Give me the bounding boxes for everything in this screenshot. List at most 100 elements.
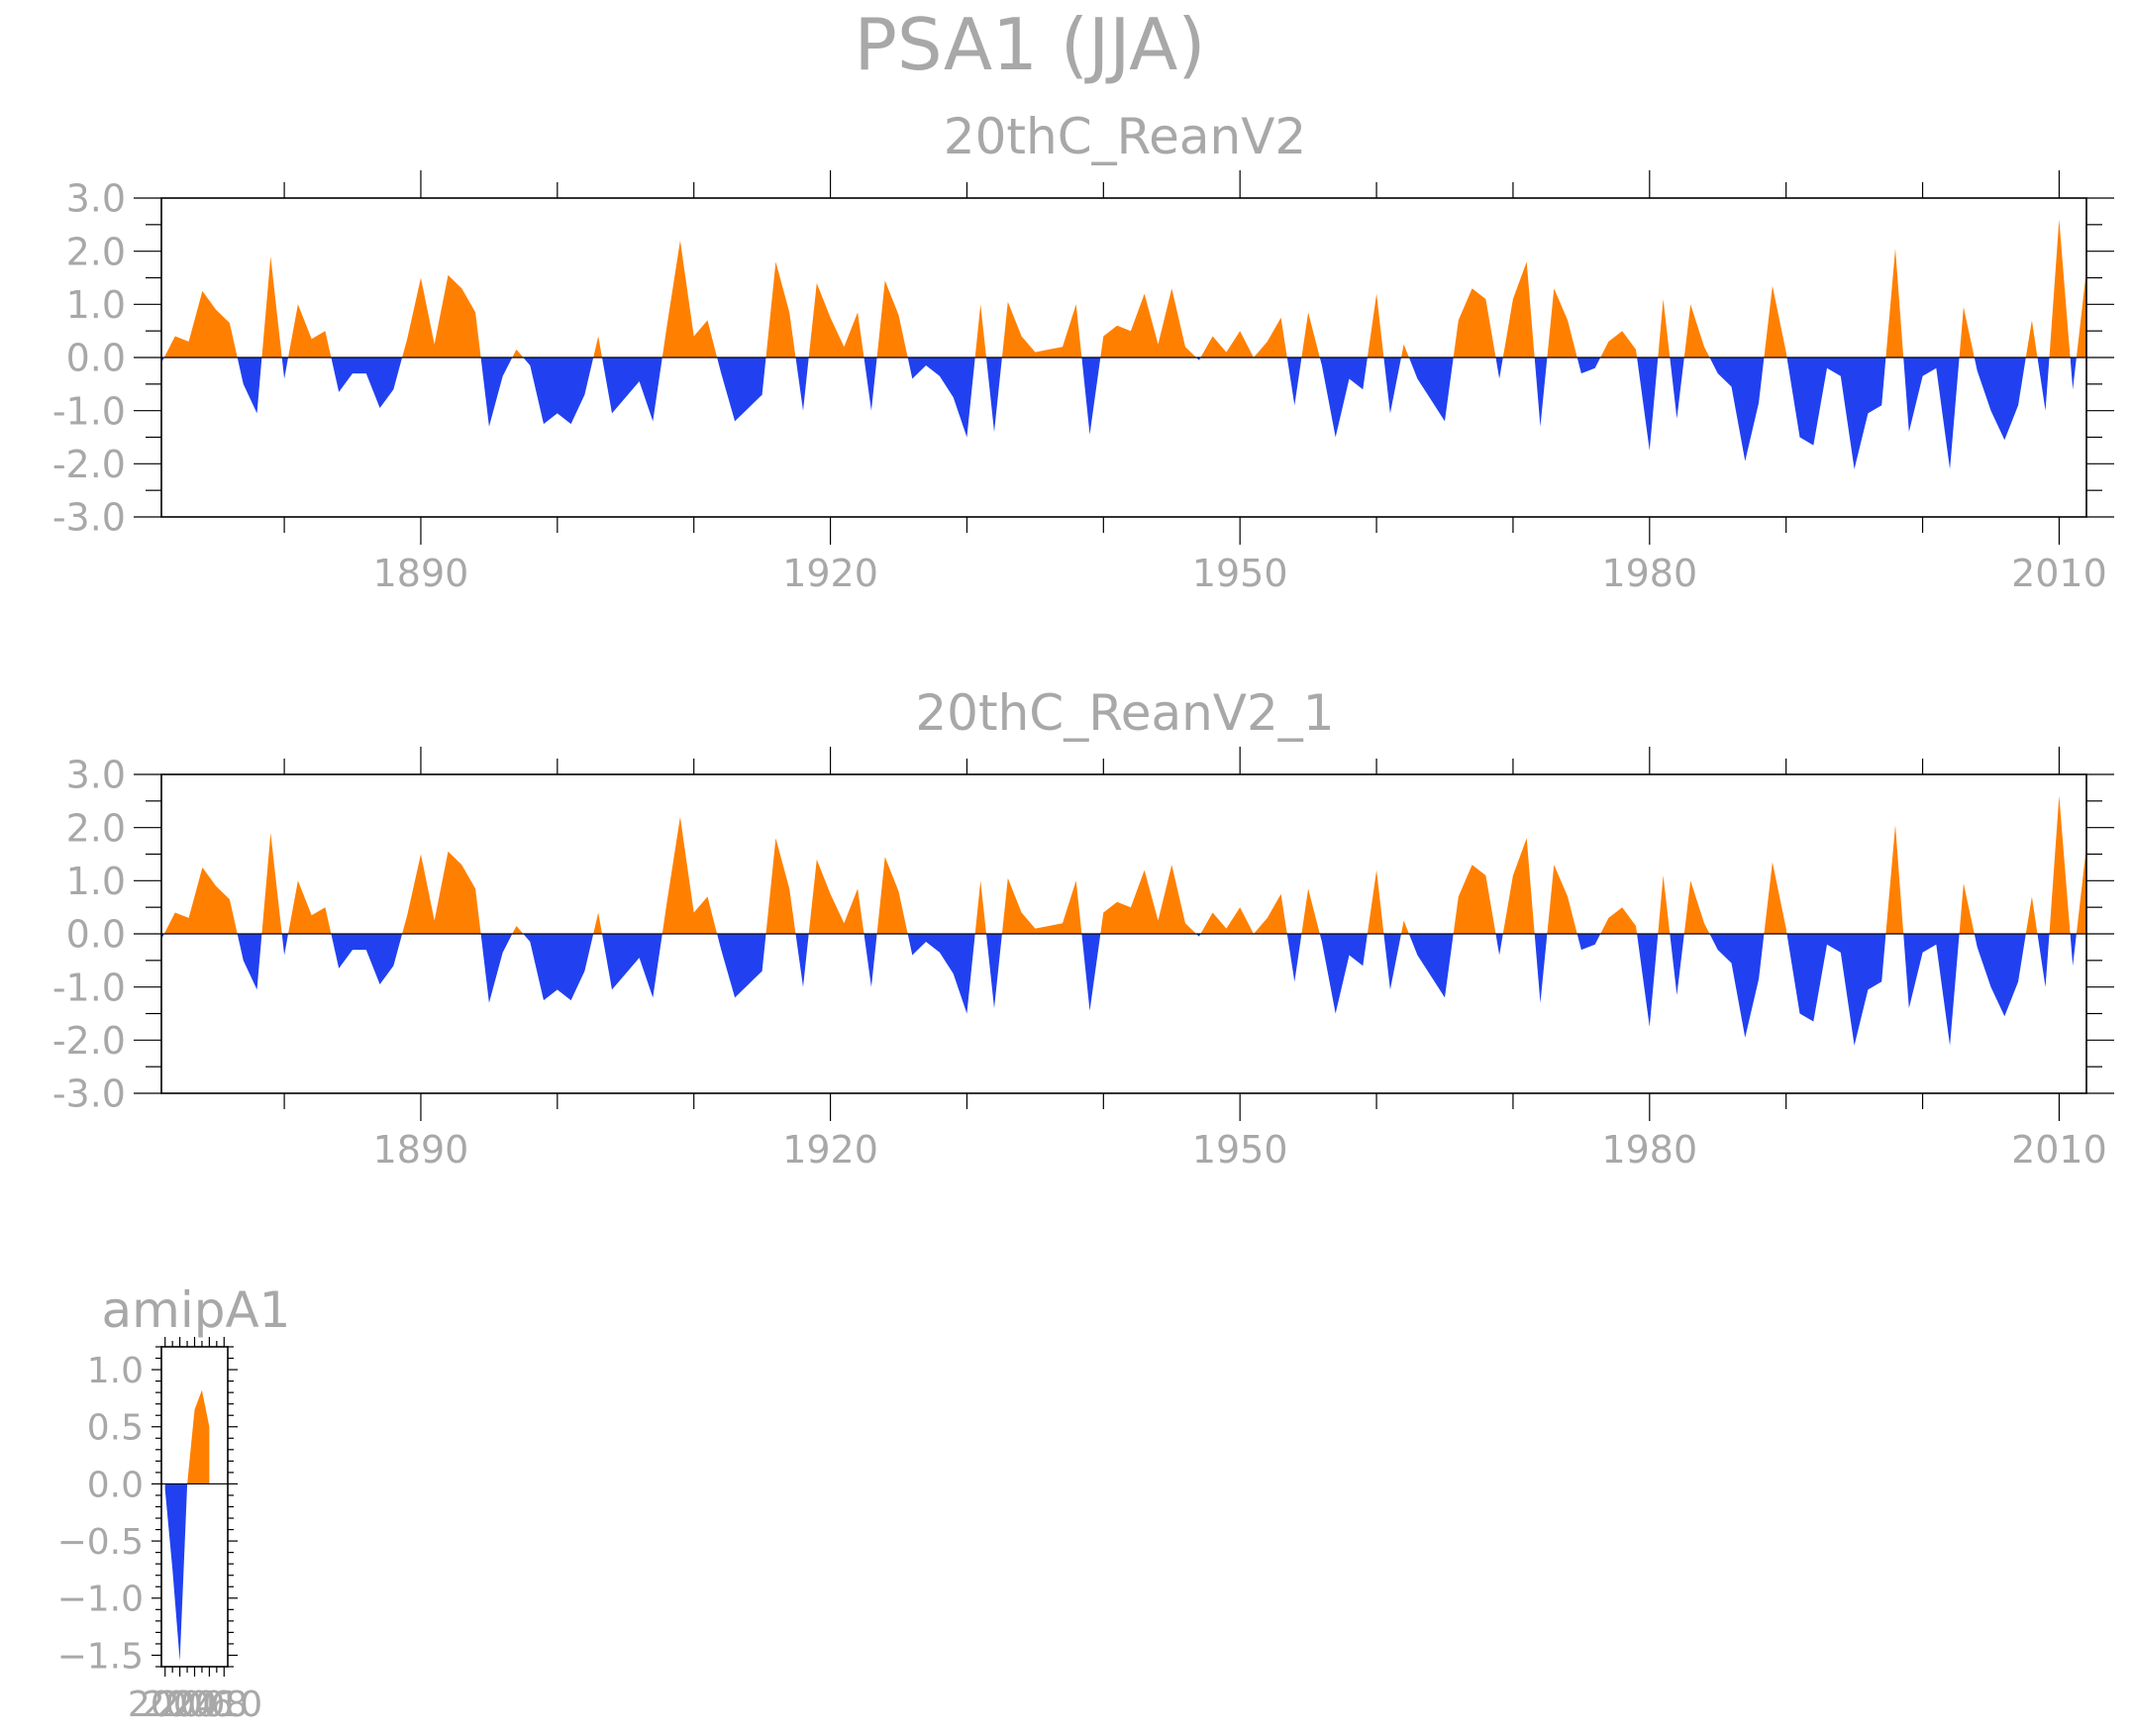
negative-area xyxy=(281,357,288,379)
negative-area xyxy=(1903,934,1960,1046)
positive-area xyxy=(1301,888,1320,934)
positive-area xyxy=(261,256,282,357)
positive-area xyxy=(1764,285,1787,357)
negative-area xyxy=(1408,357,1454,422)
positive-area xyxy=(1885,825,1904,934)
y-tick-label: 1.0 xyxy=(87,1351,144,1391)
y-tick-label: −1.0 xyxy=(57,1580,144,1620)
positive-area xyxy=(288,880,332,934)
negative-area xyxy=(1408,934,1454,998)
y-tick-label: 0.5 xyxy=(87,1408,144,1449)
positive-area xyxy=(1254,893,1287,934)
negative-area xyxy=(1670,934,1684,995)
negative-area xyxy=(1196,357,1201,360)
y-tick-label: -1.0 xyxy=(52,966,126,1009)
negative-area xyxy=(1903,357,1960,469)
positive-area xyxy=(2025,320,2038,357)
negative-area xyxy=(237,934,262,990)
positive-area xyxy=(163,867,238,934)
x-tick-label: 2004 xyxy=(128,1685,219,1725)
positive-area xyxy=(2049,795,2071,934)
positive-area xyxy=(1100,288,1197,357)
negative-area xyxy=(331,357,403,408)
positive-area xyxy=(402,274,481,357)
y-tick-label: −1.5 xyxy=(57,1636,144,1677)
negative-area xyxy=(1576,357,1601,374)
positive-area xyxy=(1547,288,1577,357)
negative-area xyxy=(795,357,809,411)
negative-area xyxy=(331,934,403,984)
positive-area xyxy=(1683,304,1710,357)
x-tick-label: 1950 xyxy=(1192,552,1288,595)
negative-area xyxy=(986,357,1002,433)
negative-area xyxy=(795,934,809,987)
negative-area xyxy=(1974,934,2026,1017)
positive-area xyxy=(512,349,524,357)
plot-area: -3.0 -2.0 -1.0 0.0 1.0 2.0 3.0 1890 1920 1950 1980… xyxy=(52,747,2114,1172)
positive-area xyxy=(1502,261,1535,357)
y-tick-label: 2.0 xyxy=(66,806,126,850)
y-tick-label: 1.0 xyxy=(66,283,126,327)
positive-area xyxy=(261,833,282,934)
negative-area xyxy=(1383,357,1401,414)
y-tick-label: 1.0 xyxy=(66,860,126,903)
positive-area xyxy=(1547,865,1577,934)
negative-area xyxy=(1670,357,1684,419)
negative-area xyxy=(1786,357,1886,469)
positive-area xyxy=(1658,299,1671,357)
positive-area xyxy=(1301,312,1320,357)
negative-area xyxy=(480,934,513,1003)
panel-amipa1: amipA1 −1.5 −1.0 −0.5 0.0 0.5 1.0 200420062008… xyxy=(57,1281,291,1725)
positive-area xyxy=(765,261,796,357)
negative-area xyxy=(1383,934,1401,990)
panel-20thc-reanv2-1: 20thC_ReanV2_1 -3.0 -2.0 -1.0 0.0 1.0 2.0 3.0 1… xyxy=(52,684,2114,1172)
positive-area xyxy=(2076,846,2086,934)
negative-area xyxy=(1637,934,1659,1027)
positive-area xyxy=(1200,331,1254,357)
negative-area xyxy=(907,934,975,1014)
negative-area xyxy=(717,934,766,998)
positive-area xyxy=(661,240,718,357)
negative-area xyxy=(1495,934,1503,956)
positive-area xyxy=(1001,877,1082,934)
y-tick-label: 2.0 xyxy=(66,230,126,273)
y-tick-label: 0.0 xyxy=(66,913,126,957)
x-tick-label: 1980 xyxy=(1601,552,1697,595)
negative-area xyxy=(2070,934,2077,967)
x-tick-label: 1890 xyxy=(373,1128,469,1172)
positive-area xyxy=(1658,875,1671,934)
y-tick-label: −0.5 xyxy=(57,1522,144,1563)
negative-area xyxy=(1576,934,1601,951)
positive-area xyxy=(512,926,524,934)
positive-area xyxy=(593,912,602,934)
negative-area xyxy=(602,357,662,422)
negative-area xyxy=(2037,934,2050,987)
positive-area xyxy=(163,290,238,357)
negative-area xyxy=(1319,357,1368,438)
x-tick-label: 1950 xyxy=(1192,1128,1288,1172)
positive-area xyxy=(808,859,864,934)
negative-area xyxy=(907,357,975,438)
positive-area xyxy=(765,838,796,934)
negative-area xyxy=(523,934,594,1001)
positive-area xyxy=(661,816,718,934)
negative-area xyxy=(1534,357,1548,427)
negative-area xyxy=(2037,357,2050,411)
x-tick-label: 2008 xyxy=(157,1685,249,1725)
positive-area xyxy=(974,304,986,357)
x-tick-label: 2006 xyxy=(143,1685,234,1725)
positive-area xyxy=(288,304,332,357)
negative-area xyxy=(1196,934,1201,937)
negative-area xyxy=(164,1483,188,1662)
negative-area xyxy=(1786,934,1886,1046)
positive-area xyxy=(593,336,602,357)
negative-area xyxy=(523,357,594,425)
positive-area xyxy=(1200,907,1254,934)
positive-area xyxy=(1254,317,1287,357)
negative-area xyxy=(863,357,877,411)
negative-area xyxy=(1081,357,1101,435)
negative-area xyxy=(281,934,288,956)
positive-area xyxy=(1683,880,1710,934)
